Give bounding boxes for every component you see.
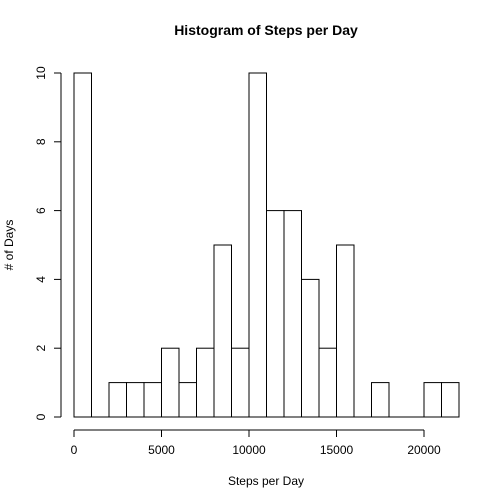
y-tick-label: 4 — [34, 276, 48, 283]
histogram-bar — [441, 382, 460, 418]
y-tick-label: 6 — [34, 207, 48, 214]
x-tick-label: 20000 — [407, 443, 441, 457]
x-tick-label: 15000 — [320, 443, 354, 457]
x-axis: 0 5000 10000 15000 20000 — [71, 429, 441, 457]
x-tick-label: 10000 — [232, 443, 266, 457]
y-tick-label: 2 — [34, 345, 48, 352]
histogram-bar — [301, 278, 320, 418]
histogram-bar — [108, 382, 127, 418]
histogram-bar — [266, 210, 285, 418]
histogram-bar — [248, 72, 267, 418]
histogram-bar — [161, 347, 180, 418]
x-axis-label: Steps per Day — [228, 474, 304, 488]
x-tick-label: 0 — [71, 443, 78, 457]
histogram-bar — [196, 347, 215, 418]
y-axis: 0 2 4 6 8 10 — [34, 66, 62, 420]
y-tick-label: 0 — [34, 413, 48, 420]
y-tick-label: 8 — [34, 138, 48, 145]
x-tick-label: 5000 — [148, 443, 175, 457]
histogram-bar — [371, 382, 390, 418]
histogram-bar — [178, 382, 197, 418]
histogram-bar — [231, 347, 250, 418]
histogram-bar — [213, 244, 232, 418]
chart-title: Histogram of Steps per Day — [174, 22, 358, 38]
histogram-bar — [318, 347, 337, 418]
histogram-bar — [283, 210, 302, 418]
histogram-bar — [423, 382, 442, 418]
histogram-bar — [126, 382, 145, 418]
histogram-bar — [336, 244, 355, 418]
y-tick-label: 10 — [34, 66, 48, 80]
histogram-bar — [73, 72, 92, 418]
histogram-bar — [143, 382, 162, 418]
histogram-bars — [73, 72, 460, 418]
y-axis-label: # of Days — [2, 220, 16, 271]
